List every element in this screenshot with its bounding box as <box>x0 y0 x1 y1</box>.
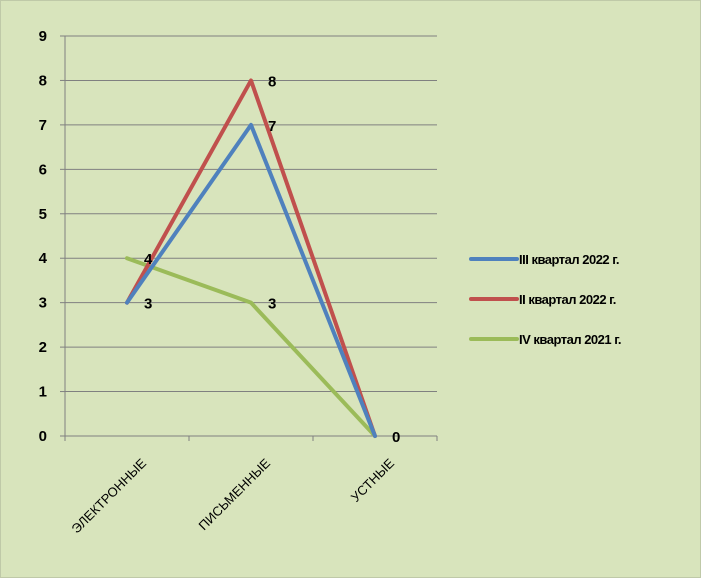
y-tick-label: 6 <box>39 161 47 178</box>
legend-label: IV квартал 2021 г. <box>519 332 621 347</box>
data-label: 3 <box>144 296 152 313</box>
gridlines <box>65 35 437 393</box>
series-line <box>125 122 377 438</box>
y-tick-label: 3 <box>39 295 47 312</box>
y-tick-label: 2 <box>39 339 47 356</box>
legend-label: II квартал 2022 г. <box>519 292 616 307</box>
data-label: 8 <box>268 73 276 90</box>
y-tick-label: 4 <box>39 250 48 267</box>
x-tick-label: ПИСЬМЕННЫЕ <box>195 455 273 533</box>
legend-label: III квартал 2022 г. <box>519 252 619 267</box>
y-tick-label: 8 <box>39 72 47 89</box>
y-tick-label: 0 <box>39 428 47 445</box>
y-tick-label: 9 <box>39 28 47 45</box>
series-lines <box>125 78 377 438</box>
x-tick-label: УСТНЫЕ <box>348 455 398 505</box>
y-tick-label: 1 <box>39 384 47 401</box>
data-label: 3 <box>268 296 276 313</box>
x-tick-label: ЭЛЕКТРОННЫЕ <box>68 455 149 536</box>
series-line <box>125 78 377 438</box>
legend: III квартал 2022 г. II квартал 2022 г. IV … <box>469 252 621 347</box>
y-tick-label: 5 <box>39 206 47 223</box>
data-label: 7 <box>268 118 276 135</box>
data-labels: 7 3 8 0 4 3 <box>144 73 400 446</box>
data-label: 4 <box>144 251 153 268</box>
data-label: 0 <box>392 429 400 446</box>
y-tick-label: 7 <box>39 117 47 134</box>
series-line <box>125 256 377 438</box>
